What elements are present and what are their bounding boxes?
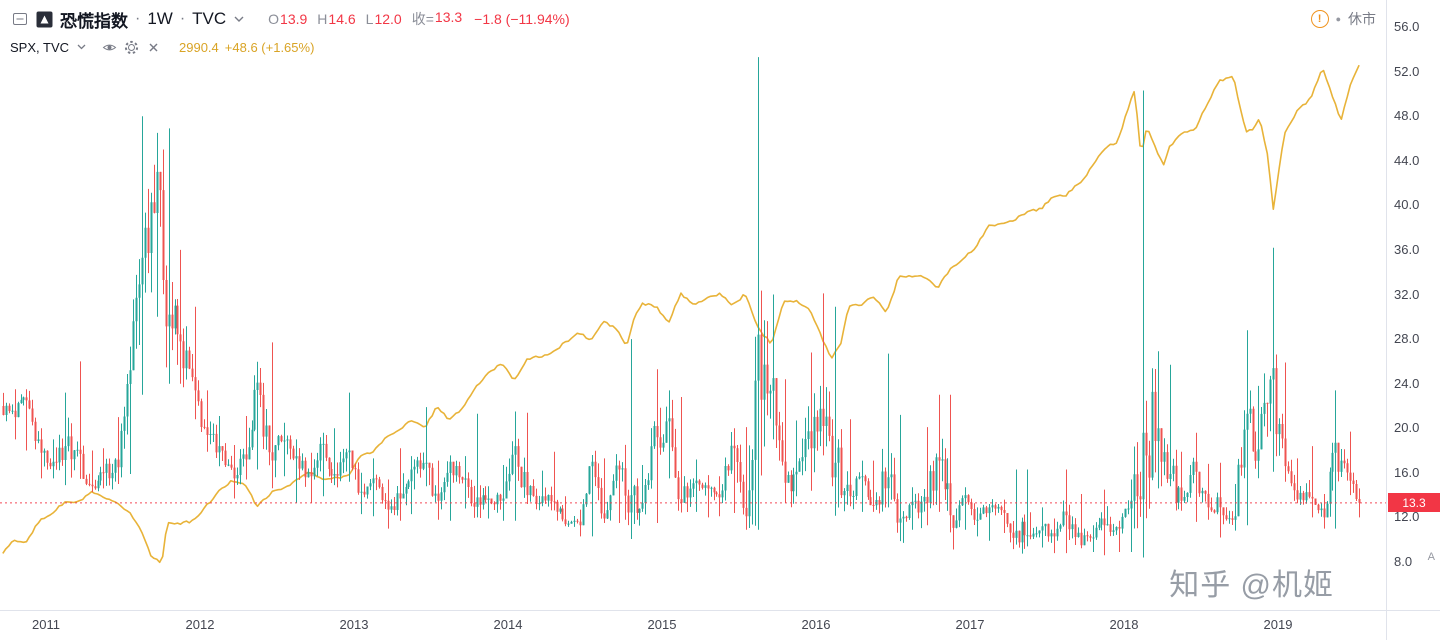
price-tick-label: 24.0 bbox=[1394, 375, 1420, 391]
year-tick-label: 2015 bbox=[647, 617, 677, 632]
year-tick-label: 2014 bbox=[493, 617, 523, 632]
close-label: 收= bbox=[411, 11, 434, 27]
overlay-symbol-label[interactable]: SPX, TVC bbox=[10, 39, 70, 55]
price-tick-label: 40.0 bbox=[1394, 197, 1420, 213]
spx-line-series[interactable] bbox=[2, 64, 1360, 564]
ohlc-readout: O 13.9 H 14.6 L 12.0 收= 13.3 −1.8 (−11.94%) bbox=[268, 9, 569, 29]
market-status: ! ● 休市 bbox=[1310, 9, 1376, 29]
separator: · bbox=[179, 10, 186, 27]
price-tick-label: 28.0 bbox=[1394, 331, 1420, 347]
exchange-label[interactable]: TVC bbox=[192, 9, 227, 28]
auto-scale-button[interactable]: A bbox=[1427, 551, 1435, 563]
vix-candle-bodies-up[interactable] bbox=[5, 171, 1343, 546]
price-tick-label: 48.0 bbox=[1394, 108, 1420, 124]
settings-gear-icon[interactable] bbox=[122, 38, 141, 57]
overlay-controls bbox=[100, 38, 163, 57]
chevron-down-icon[interactable] bbox=[77, 44, 86, 50]
vix-candle-wicks-down[interactable] bbox=[3, 149, 1360, 556]
alert-icon[interactable]: ! bbox=[1310, 10, 1329, 28]
visibility-eye-icon[interactable] bbox=[100, 38, 119, 57]
year-tick-label: 2017 bbox=[955, 617, 985, 632]
price-tick-label: 20.0 bbox=[1394, 420, 1420, 436]
status-dot-icon: ● bbox=[1335, 14, 1341, 24]
market-status-label: 休市 bbox=[1348, 11, 1376, 27]
year-tick-label: 2012 bbox=[185, 617, 215, 632]
price-tick-label: 56.0 bbox=[1394, 19, 1420, 34]
year-tick-label: 2011 bbox=[32, 617, 60, 632]
price-tick-label: 52.0 bbox=[1394, 63, 1420, 79]
price-tick-label: 12.0 bbox=[1394, 509, 1420, 525]
main-series-row: 恐慌指数 · 1W · TVC O 13.9 H 14.6 L 12.0 收= 13.3… bbox=[10, 6, 570, 32]
price-tick-label: 16.0 bbox=[1394, 464, 1420, 480]
year-tick-label: 2019 bbox=[1263, 617, 1293, 632]
symbol-title[interactable]: 恐慌指数 bbox=[60, 11, 128, 31]
year-tick-label: 2018 bbox=[1109, 617, 1139, 632]
overlay-change-value: +48.6 (+1.65%) bbox=[224, 39, 315, 55]
year-tick-label: 2016 bbox=[801, 617, 831, 632]
low-value: 12.0 bbox=[374, 11, 402, 27]
watermark: 知乎 @机姬 bbox=[1169, 569, 1334, 602]
overlay-price-value: 2990.4 bbox=[179, 39, 219, 55]
open-label: O bbox=[268, 11, 280, 27]
legend: 恐慌指数 · 1W · TVC O 13.9 H 14.6 L 12.0 收= 13.3… bbox=[10, 6, 570, 60]
change-value: −1.8 (−11.94%) bbox=[474, 11, 570, 27]
year-tick-label: 2013 bbox=[339, 617, 369, 632]
interval-selector[interactable]: 1W bbox=[147, 9, 173, 28]
high-label: H bbox=[317, 11, 328, 27]
price-tick-label: 32.0 bbox=[1394, 286, 1420, 302]
price-tick-label: 36.0 bbox=[1394, 241, 1420, 257]
price-tick-label: 8.0 bbox=[1394, 554, 1413, 569]
high-value: 14.6 bbox=[328, 11, 356, 27]
separator: · bbox=[135, 10, 141, 27]
chevron-down-icon[interactable] bbox=[234, 16, 244, 22]
low-label: L bbox=[365, 11, 374, 27]
overlay-series-row: SPX, TVC 2990.4 +48.6 (+1.65%) bbox=[10, 34, 570, 60]
symbol-logo-icon bbox=[35, 10, 54, 29]
collapse-panel-icon[interactable] bbox=[10, 10, 29, 29]
price-tick-label: 44.0 bbox=[1394, 152, 1420, 168]
close-icon[interactable] bbox=[144, 38, 163, 57]
last-price-badge: 13.3 bbox=[1388, 493, 1440, 513]
close-value: 13.3 bbox=[434, 9, 463, 25]
open-value: 13.9 bbox=[280, 11, 308, 27]
